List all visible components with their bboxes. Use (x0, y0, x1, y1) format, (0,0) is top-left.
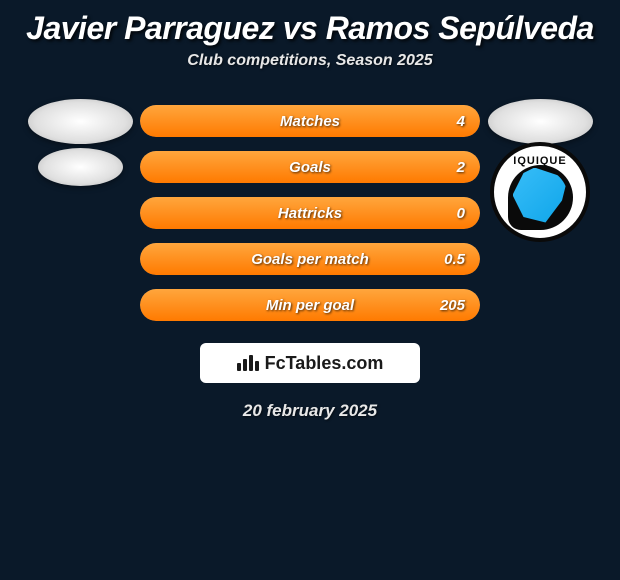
club-badge-icon: IQUIQUE (490, 142, 590, 242)
club-logo-placeholder-icon (38, 148, 123, 186)
stat-row: Goals per match 0.5 (0, 243, 620, 275)
stat-value: 0 (457, 205, 465, 222)
stat-row: Goals 2 IQUIQUE (0, 151, 620, 183)
right-player-logo-area (480, 244, 600, 274)
dragon-icon (508, 165, 573, 230)
left-player-logo-area (20, 198, 140, 228)
stat-bar: Hattricks 0 (140, 197, 480, 229)
club-logo-placeholder-icon (28, 99, 133, 144)
footer-date: 20 february 2025 (0, 401, 620, 421)
stat-bar: Matches 4 (140, 105, 480, 137)
branding-text: FcTables.com (265, 353, 384, 374)
stat-value: 4 (457, 113, 465, 130)
dragon-inner-shape (513, 168, 568, 223)
stat-label: Matches (280, 113, 340, 130)
stat-row: Min per goal 205 (0, 289, 620, 321)
right-player-logo-area (480, 290, 600, 320)
stat-value: 2 (457, 159, 465, 176)
stat-row: Matches 4 (0, 105, 620, 137)
left-player-logo-area (20, 152, 140, 182)
stat-label: Hattricks (278, 205, 342, 222)
stat-label: Goals (289, 159, 331, 176)
stat-bar: Goals per match 0.5 (140, 243, 480, 275)
right-player-badge-area: IQUIQUE (480, 152, 600, 182)
left-player-logo-area (20, 244, 140, 274)
page-subtitle: Club competitions, Season 2025 (0, 52, 620, 70)
stat-value: 0.5 (444, 251, 465, 268)
stat-bar: Min per goal 205 (140, 289, 480, 321)
fctables-branding: FcTables.com (200, 343, 420, 383)
left-player-logo-area (20, 106, 140, 136)
left-player-logo-area (20, 290, 140, 320)
bar-chart-icon (237, 355, 259, 371)
infographic-container: Javier Parraguez vs Ramos Sepúlveda Club… (0, 0, 620, 421)
stat-label: Goals per match (251, 251, 369, 268)
stat-bar: Goals 2 (140, 151, 480, 183)
badge-circle: IQUIQUE (490, 142, 590, 242)
club-logo-placeholder-icon (488, 99, 593, 144)
page-title: Javier Parraguez vs Ramos Sepúlveda (0, 0, 620, 52)
stat-value: 205 (440, 297, 465, 314)
stat-label: Min per goal (266, 297, 354, 314)
right-player-logo-area (480, 106, 600, 136)
